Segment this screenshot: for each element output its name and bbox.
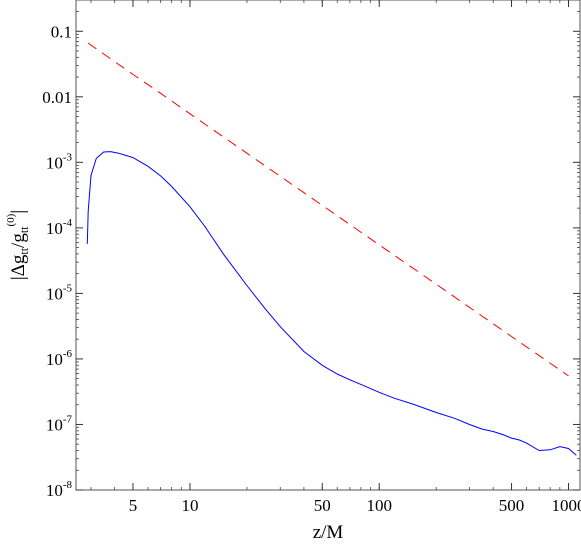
x-tick-label: 500 xyxy=(499,496,525,515)
y-tick-exponent: -3 xyxy=(63,151,73,163)
dashed-series-line xyxy=(87,42,569,377)
y-tick-label: 0.1 xyxy=(51,22,72,41)
x-tick-label: 5 xyxy=(129,496,138,515)
solid-series-line xyxy=(86,151,577,456)
y-axis-title: |Δgtt/gtt(0)| xyxy=(5,210,31,280)
y-tick-label: 10-6 xyxy=(46,348,73,369)
y-tick-label: 10-5 xyxy=(46,282,73,303)
y-tick-exponent: -6 xyxy=(63,348,73,360)
y-tick-mantissa: 10 xyxy=(46,284,63,303)
x-tick-label: 50 xyxy=(314,496,331,515)
tick-marks xyxy=(76,0,580,491)
series-layer xyxy=(86,42,577,456)
y-tick-exponent: -8 xyxy=(63,479,73,491)
y-tick-label: 10-4 xyxy=(46,217,73,238)
y-tick-label: 0.01 xyxy=(42,88,72,107)
x-tick-label: 100 xyxy=(366,496,392,515)
y-tick-exponent: -7 xyxy=(63,413,73,425)
svg-text:|Δgtt/gtt(0)|: |Δgtt/gtt(0)| xyxy=(5,210,31,280)
x-tick-label: 10 xyxy=(181,496,198,515)
y-tick-mantissa: 10 xyxy=(46,153,63,172)
plot-frame xyxy=(75,0,581,491)
y-tick-exponent: -5 xyxy=(63,282,73,294)
y-tick-mantissa: 10 xyxy=(46,415,63,434)
y-tick-mantissa: 10 xyxy=(46,481,63,500)
y-tick-label: 10-7 xyxy=(46,413,73,434)
y-tick-label: 10-3 xyxy=(46,151,73,172)
y-tick-mantissa: 10 xyxy=(46,219,63,238)
x-axis-title: z/M xyxy=(313,522,344,543)
y-tick-label: 10-8 xyxy=(46,479,73,500)
y-tick-exponent: -4 xyxy=(63,217,73,229)
y-tick-mantissa: 10 xyxy=(46,350,63,369)
